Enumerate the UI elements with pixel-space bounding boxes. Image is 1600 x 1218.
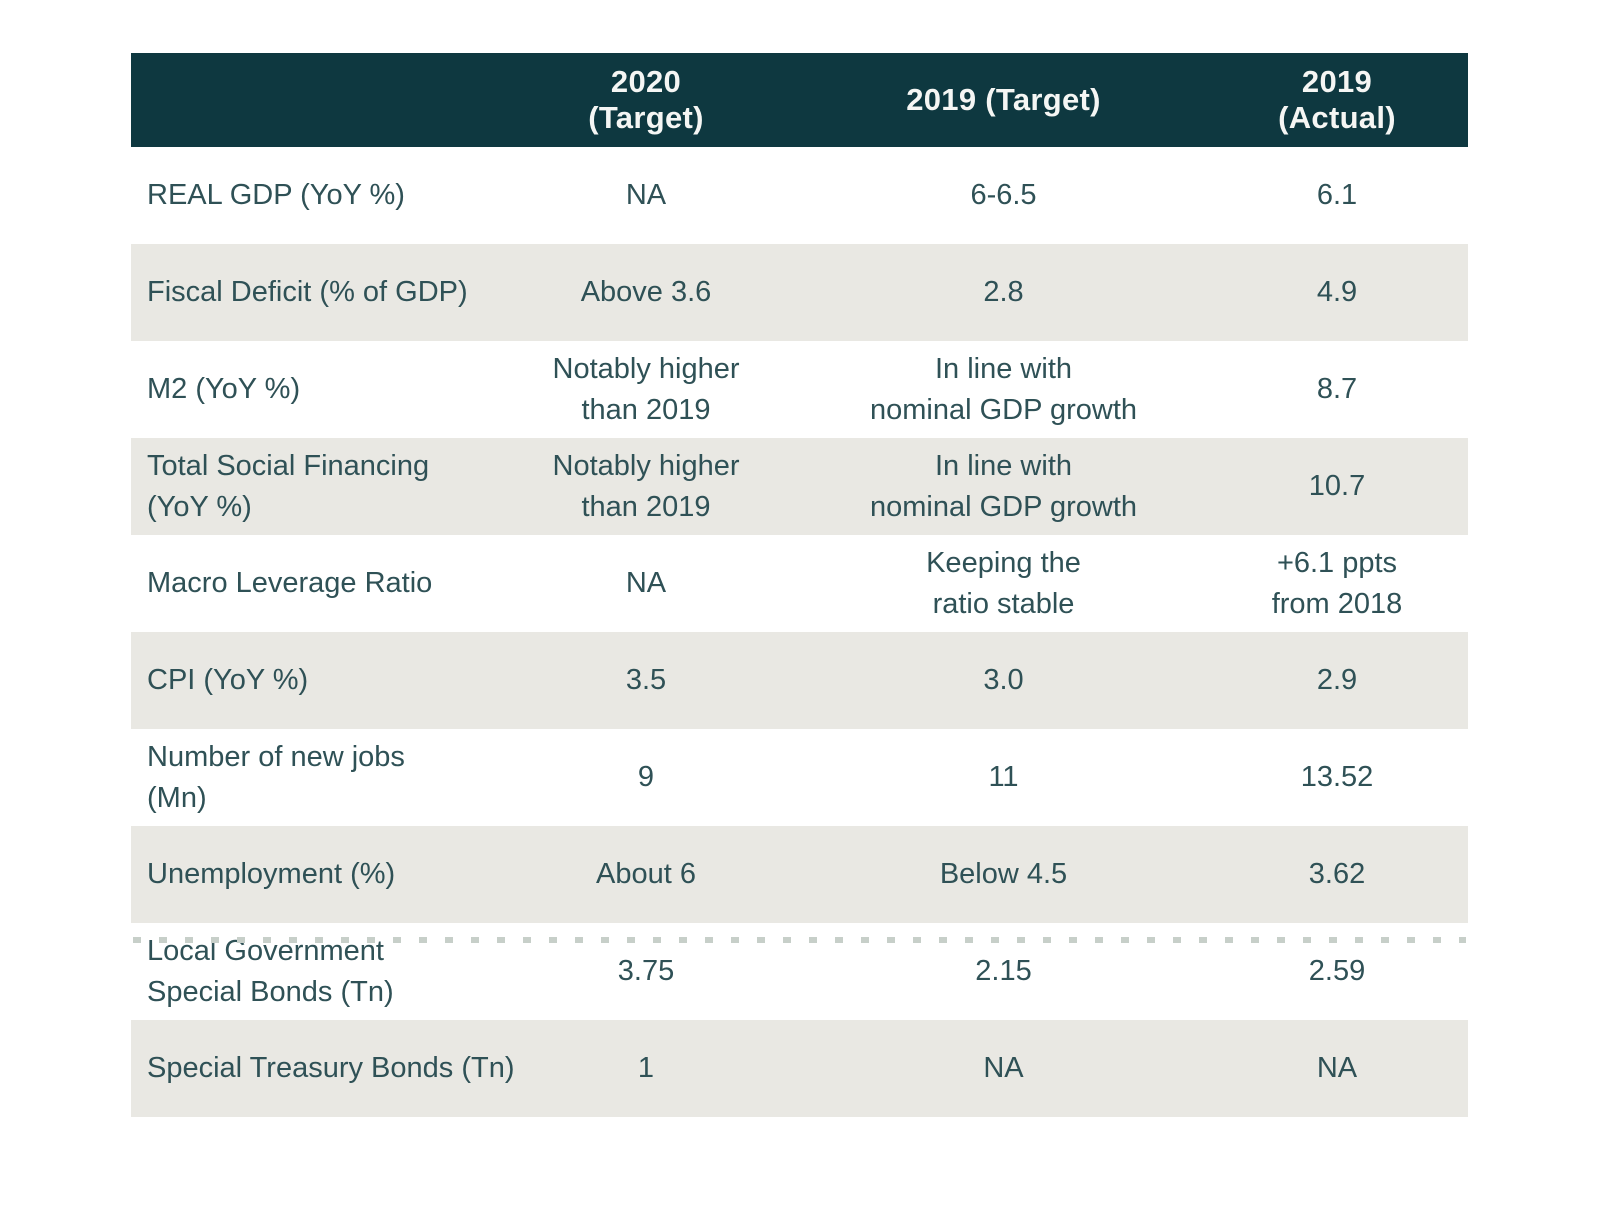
value-cell: Notably higher than 2019	[552, 449, 740, 523]
table-body: REAL GDP (YoY %) NA 6-6.5 6.1 Fiscal Deficit…	[131, 147, 1468, 1117]
value-cell: Keeping the ratio stable	[926, 546, 1081, 620]
value-cell: 6-6.5	[970, 179, 1037, 211]
value-cell: NA	[625, 179, 667, 211]
row-label-cell: Local Government Special Bonds (Tn)	[147, 934, 394, 1008]
row-label-cell: Total Social Financing (YoY %)	[147, 449, 430, 523]
row-label-cell: Number of new jobs (Mn)	[147, 740, 405, 814]
value-cell: 13.52	[1300, 761, 1374, 793]
value-cell: 9	[637, 761, 655, 793]
table-row: Special Treasury Bonds (Tn) 1 NA NA	[131, 1020, 1468, 1117]
value-cell: +6.1 ppts from 2018	[1271, 546, 1403, 620]
table-row: REAL GDP (YoY %) NA 6-6.5 6.1	[131, 147, 1468, 244]
value-cell: 4.9	[1316, 276, 1358, 308]
value-cell: NA	[983, 1052, 1024, 1084]
value-cell: Above 3.6	[580, 276, 712, 308]
value-cell: 11	[988, 761, 1019, 793]
table-header-row: 2020 (Target) 2019 (Target) 2019 (Actual…	[131, 53, 1468, 147]
row-label-cell: Macro Leverage Ratio	[147, 567, 433, 599]
row-label-cell: Unemployment (%)	[147, 858, 396, 890]
table-row: Number of new jobs (Mn) 9 11 13.52	[131, 729, 1468, 826]
column-header-2020-target: 2020 (Target)	[588, 64, 704, 135]
table-row: Unemployment (%) About 6 Below 4.5 3.62	[131, 826, 1468, 923]
table-row: M2 (YoY %) Notably higher than 2019 In lin…	[131, 341, 1468, 438]
value-cell: NA	[1316, 1052, 1358, 1084]
row-label-cell: M2 (YoY %)	[147, 373, 301, 405]
table-row: Fiscal Deficit (% of GDP) Above 3.6 2.8 4.9	[131, 244, 1468, 341]
value-cell: Below 4.5	[939, 858, 1068, 890]
economic-targets-table: 2020 (Target) 2019 (Target) 2019 (Actual…	[131, 53, 1468, 1117]
value-cell: NA	[625, 567, 667, 599]
value-cell: In line with nominal GDP growth	[869, 449, 1138, 523]
column-header-2019-actual: 2019 (Actual)	[1278, 64, 1396, 135]
column-header-2019-target: 2019 (Target)	[906, 82, 1101, 117]
value-cell: 3.75	[617, 955, 675, 987]
table-row: CPI (YoY %) 3.5 3.0 2.9	[131, 632, 1468, 729]
value-cell: About 6	[596, 858, 696, 890]
value-cell: 10.7	[1308, 470, 1366, 502]
value-cell: 3.5	[625, 664, 667, 696]
value-cell: Notably higher than 2019	[552, 352, 740, 426]
value-cell: 6.1	[1316, 179, 1358, 211]
value-cell: 3.0	[983, 664, 1024, 696]
row-label-cell: CPI (YoY %)	[147, 664, 309, 696]
value-cell: 8.7	[1316, 373, 1358, 405]
table-row: Total Social Financing (YoY %) Notably hi…	[131, 438, 1468, 535]
row-label-cell: Special Treasury Bonds (Tn)	[147, 1052, 515, 1084]
value-cell: 3.62	[1308, 858, 1366, 890]
row-label-cell: Fiscal Deficit (% of GDP)	[147, 276, 468, 308]
value-cell: In line with nominal GDP growth	[869, 352, 1138, 426]
value-cell: 1	[637, 1052, 655, 1084]
value-cell: 2.15	[975, 955, 1032, 987]
value-cell: 2.9	[1316, 664, 1358, 696]
value-cell: 2.59	[1308, 955, 1366, 987]
table-row: Local Government Special Bonds (Tn) 3.75 2…	[131, 923, 1468, 1020]
row-label-cell: REAL GDP (YoY %)	[147, 179, 405, 211]
table-row: Macro Leverage Ratio NA Keeping the ratio …	[131, 535, 1468, 632]
value-cell: 2.8	[983, 276, 1024, 308]
